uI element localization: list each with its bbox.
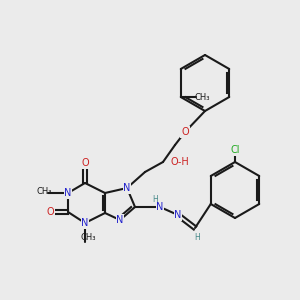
Text: O-H: O-H <box>171 157 189 167</box>
Text: N: N <box>123 183 131 193</box>
Text: CH₃: CH₃ <box>80 233 96 242</box>
Text: N: N <box>81 218 89 228</box>
Text: CH₃: CH₃ <box>194 92 209 101</box>
Text: N: N <box>174 210 182 220</box>
Text: Cl: Cl <box>230 145 240 155</box>
Text: O: O <box>46 207 54 217</box>
Text: N: N <box>64 188 72 198</box>
Text: O: O <box>181 127 189 137</box>
Text: H: H <box>152 196 158 205</box>
Text: CH₃: CH₃ <box>36 188 52 196</box>
Text: N: N <box>116 215 124 225</box>
Text: H: H <box>194 232 200 242</box>
Text: N: N <box>156 202 164 212</box>
Text: O: O <box>81 158 89 168</box>
